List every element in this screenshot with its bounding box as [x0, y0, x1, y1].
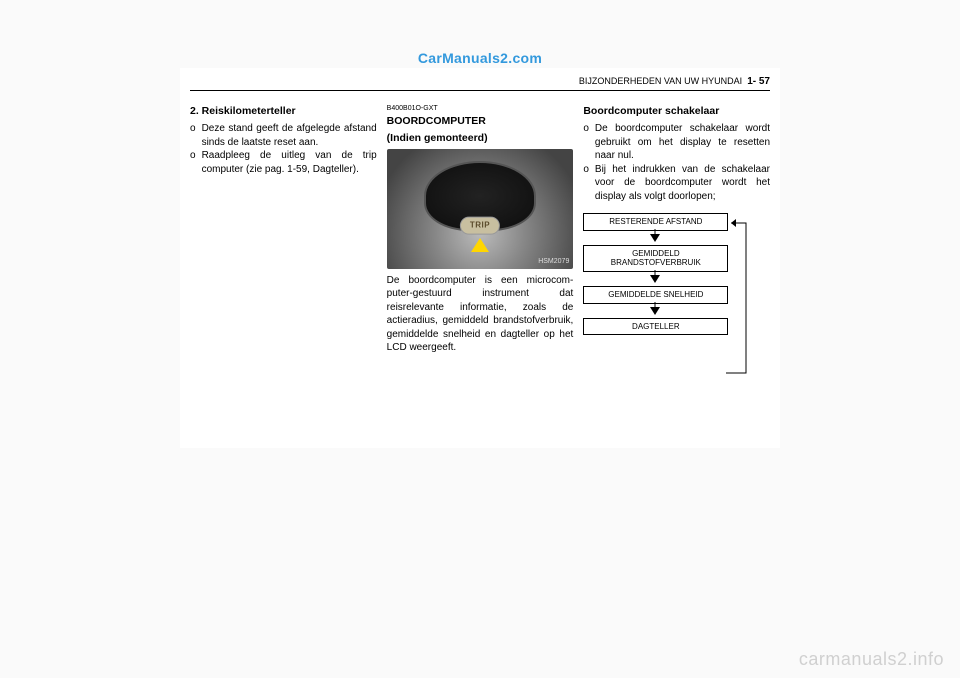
- section-name: BIJZONDERHEDEN VAN UW HYUNDAI: [579, 76, 742, 86]
- col3-heading: Boordcomputer schakelaar: [583, 104, 770, 118]
- manual-page: BIJZONDERHEDEN VAN UW HYUNDAI 1- 57 2. R…: [180, 68, 780, 448]
- return-arrow-icon: [726, 213, 756, 383]
- bullet-marker: o: [583, 163, 589, 204]
- page-number: 1- 57: [747, 76, 770, 87]
- col1-heading: 2. Reiskilometerteller: [190, 104, 377, 118]
- flow-box-2-line2: BRANDSTOFVERBRUIK: [611, 258, 701, 267]
- bullet-text: Deze stand geeft de afgelegde afstand si…: [202, 122, 377, 149]
- canvas: CarManuals2.com BIJZONDERHEDEN VAN UW HY…: [0, 0, 960, 678]
- bullet-marker: o: [190, 149, 196, 176]
- column-2: B400B01O-GXT BOORDCOMPUTER (Indien gemon…: [387, 104, 574, 438]
- content-columns: 2. Reiskilometerteller o Deze stand geef…: [190, 104, 770, 438]
- header-divider: [190, 90, 770, 91]
- bullet-marker: o: [190, 122, 196, 149]
- col2-title: BOORDCOMPUTER: [387, 114, 574, 128]
- list-item: o Deze stand geeft de afgelegde afstand …: [190, 122, 377, 149]
- return-arrow: [726, 213, 756, 335]
- flow-diagram: RESTERENDE AFSTAND GEMIDDELD BRANDSTOFVE…: [583, 213, 770, 335]
- reference-code: B400B01O-GXT: [387, 104, 574, 113]
- pointer-arrow-icon: [471, 238, 489, 252]
- page-header: BIJZONDERHEDEN VAN UW HYUNDAI 1- 57: [579, 76, 770, 87]
- trip-button: TRIP: [460, 216, 500, 235]
- col2-subtitle: (Indien gemonteerd): [387, 131, 574, 145]
- list-item: o Raadpleeg de uitleg van de trip comput…: [190, 149, 377, 176]
- flow-box-2-line1: GEMIDDELD: [632, 249, 680, 258]
- flow-box-4: DAGTELLER: [583, 318, 728, 336]
- flow-box-1: RESTERENDE AFSTAND: [583, 213, 728, 231]
- bullet-marker: o: [583, 122, 589, 163]
- flow-box-2: GEMIDDELD BRANDSTOFVERBRUIK: [583, 245, 728, 272]
- watermark-top-link[interactable]: CarManuals2.com: [180, 50, 780, 66]
- column-1: 2. Reiskilometerteller o Deze stand geef…: [190, 104, 377, 438]
- arrow-down-icon: [650, 234, 660, 242]
- bullet-text: De boordcomputer schakelaar wordt gebrui…: [595, 122, 770, 163]
- list-item: o De boordcomputer schakelaar wordt gebr…: [583, 122, 770, 163]
- col2-body-text: De boordcomputer is een microcom-puter-g…: [387, 274, 574, 355]
- watermark-bottom-link[interactable]: carmanuals2.info: [799, 649, 944, 670]
- bullet-text: Raadpleeg de uitleg van de trip computer…: [202, 149, 377, 176]
- dashboard-photo: TRIP HSM2079: [387, 149, 574, 269]
- flow-box-3: GEMIDDELDE SNELHEID: [583, 286, 728, 304]
- list-item: o Bij het indrukken van de schakelaar vo…: [583, 163, 770, 204]
- arrow-down-icon: [650, 307, 660, 315]
- bullet-text: Bij het indrukken van de schakelaar voor…: [595, 163, 770, 204]
- column-3: Boordcomputer schakelaar o De boordcompu…: [583, 104, 770, 438]
- arrow-down-icon: [650, 275, 660, 283]
- photo-reference: HSM2079: [538, 257, 569, 266]
